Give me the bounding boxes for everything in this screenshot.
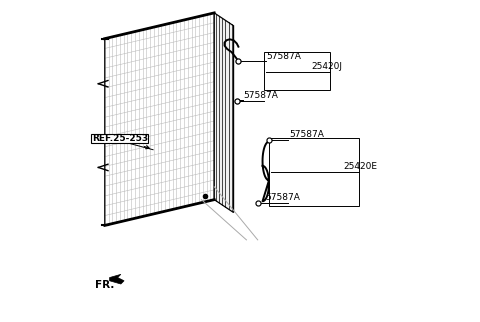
- Text: 57587A: 57587A: [266, 52, 301, 61]
- Text: REF.25-253: REF.25-253: [92, 134, 148, 143]
- Text: 57587A: 57587A: [243, 91, 278, 100]
- Text: 25420E: 25420E: [343, 162, 377, 171]
- Text: 57587A: 57587A: [266, 193, 300, 202]
- Text: FR.: FR.: [95, 280, 114, 290]
- Polygon shape: [214, 13, 234, 213]
- Text: 57587A: 57587A: [289, 130, 324, 139]
- Polygon shape: [109, 274, 124, 284]
- Text: 25420J: 25420J: [312, 62, 343, 71]
